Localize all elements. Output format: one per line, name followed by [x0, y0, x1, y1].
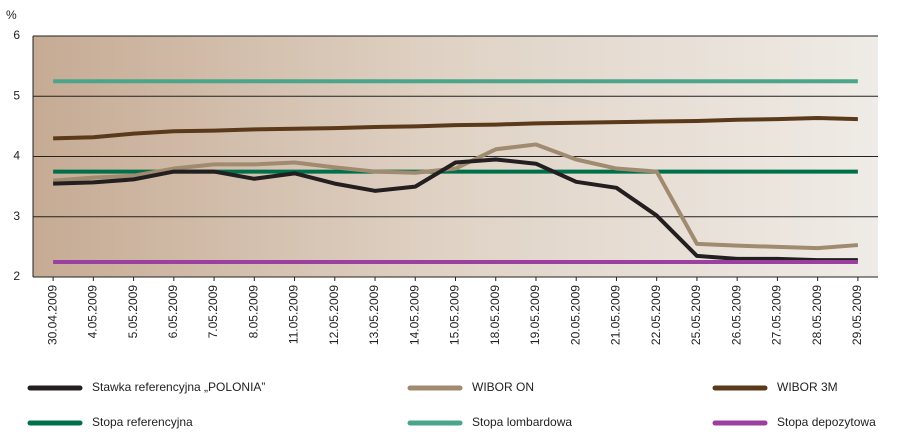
y-tick-label: 2 [13, 269, 20, 283]
x-tick-label: 12.05.2009 [327, 285, 341, 345]
legend-label: WIBOR ON [472, 380, 534, 394]
x-tick-label: 21.05.2009 [609, 285, 623, 345]
y-tick-label: 3 [13, 209, 20, 223]
x-tick-label: 15.05.2009 [448, 285, 462, 345]
x-tick-label: 22.05.2009 [649, 285, 663, 345]
y-tick-label: 4 [13, 149, 20, 163]
x-tick-label: 26.05.2009 [729, 285, 743, 345]
series-line [52, 142, 859, 251]
x-tick-label: 4.05.2009 [86, 285, 100, 339]
x-tick-label: 18.05.2009 [488, 285, 502, 345]
x-tick-label: 13.05.2009 [367, 285, 381, 345]
x-tick-label: 19.05.2009 [528, 285, 542, 345]
legend-label: Stopa depozytowa [777, 415, 876, 429]
series-line [53, 115, 858, 141]
series-line [53, 157, 858, 263]
x-tick-label: 11.05.2009 [287, 285, 301, 344]
legend-label: WIBOR 3M [777, 380, 838, 394]
x-tick-label: 20.05.2009 [568, 285, 582, 345]
x-tick-label: 30.04.2009 [45, 285, 59, 345]
x-tick-label: 14.05.2009 [407, 285, 421, 345]
x-tick-label: 7.05.2009 [206, 285, 220, 339]
legend-label: Stopa lombardowa [472, 415, 572, 429]
x-tick-label: 25.05.2009 [689, 285, 703, 345]
y-tick-label: 5 [13, 88, 20, 102]
y-tick-label: 6 [13, 28, 20, 42]
y-axis-label: % [6, 8, 17, 22]
x-tick-label: 8.05.2009 [246, 285, 260, 339]
legend-label: Stawka referencyjna „POLONIA” [92, 380, 265, 394]
x-tick-label: 28.05.2009 [810, 285, 824, 345]
x-tick-label: 27.05.2009 [770, 285, 784, 345]
legend-label: Stopa referencyjna [92, 415, 193, 429]
x-tick-label: 6.05.2009 [166, 285, 180, 339]
x-tick-label: 29.05.2009 [850, 285, 864, 345]
x-tick-label: 5.05.2009 [126, 285, 140, 339]
